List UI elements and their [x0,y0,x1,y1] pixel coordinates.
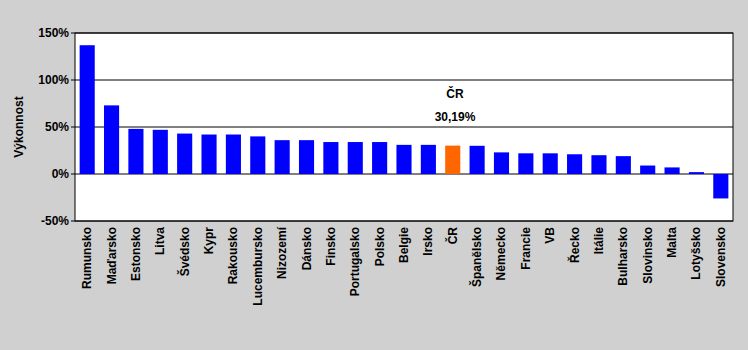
category-label: Litva [153,227,167,255]
bar [543,153,558,174]
bar [396,145,411,174]
category-label: Belgie [397,227,411,263]
tick-label: 0% [52,167,70,181]
bar [275,140,290,174]
category-label: Řecko [567,227,582,263]
tick-label: 150% [38,26,69,40]
category-label: Irsko [421,227,435,256]
annotation: 30,19% [435,110,476,124]
bar [372,142,387,174]
plot-area [75,33,733,221]
category-label: Lotyšsko [689,227,703,280]
bar [713,174,728,198]
category-label: Malta [665,227,679,258]
bar [177,134,192,174]
tick-label: -50% [41,214,69,228]
bar [470,146,485,174]
category-label: Kypr [202,227,216,255]
bar [445,146,460,174]
tick-mark [71,80,75,81]
tick-label: 50% [45,120,69,134]
category-label: Portugalsko [348,227,362,296]
bars [80,45,729,198]
category-label: ČR [445,227,460,245]
bar [323,142,338,174]
tick-mark [71,33,75,34]
bar [518,153,533,174]
category-label: Polsko [373,227,387,266]
bar [665,167,680,174]
background [0,0,748,350]
grid-line [75,80,733,81]
bar [104,105,119,174]
tick-mark [71,221,75,222]
category-label: Rakousko [226,227,240,284]
bar [640,166,655,174]
category-label: Německo [494,227,508,280]
bar [567,154,582,174]
bar [226,135,241,174]
bar [128,129,143,174]
annotation: ČR [446,86,464,101]
grid-line [75,127,733,128]
tick-mark [71,174,75,175]
category-label: Švédsko [177,227,192,276]
bar [250,136,265,174]
bar [421,145,436,174]
chart: -50% 0% 50% 100% 150% Rumunsko Maďarsko Estonsk… [0,0,748,350]
category-label: Maďarsko [105,227,119,284]
tick-mark [71,127,75,128]
bar [201,135,216,174]
category-label: Bulharsko [616,227,630,286]
category-label: Lucembursko [251,227,265,306]
category-label: Finsko [324,227,338,266]
bar [299,140,314,174]
category-label: Španělsko [469,227,484,287]
y-axis-title: Výkonnost [12,96,26,157]
bar [689,172,704,174]
bar [80,45,95,174]
category-label: Estonsko [129,227,143,281]
category-label: Slovinsko [641,227,655,284]
tick-label: 100% [38,73,69,87]
bar [494,152,509,174]
category-label: Francie [519,227,533,270]
category-label: Itálie [592,227,606,255]
bar [591,155,606,174]
category-label: Rumunsko [80,227,94,289]
plot-frame [75,33,733,221]
bar [616,156,631,174]
category-label: Slovensko [714,227,728,287]
category-label: VB [543,227,557,244]
category-label: Nizozemí [275,226,289,279]
category-label: Dánsko [300,227,314,270]
bar [348,142,363,174]
bar [153,130,168,174]
